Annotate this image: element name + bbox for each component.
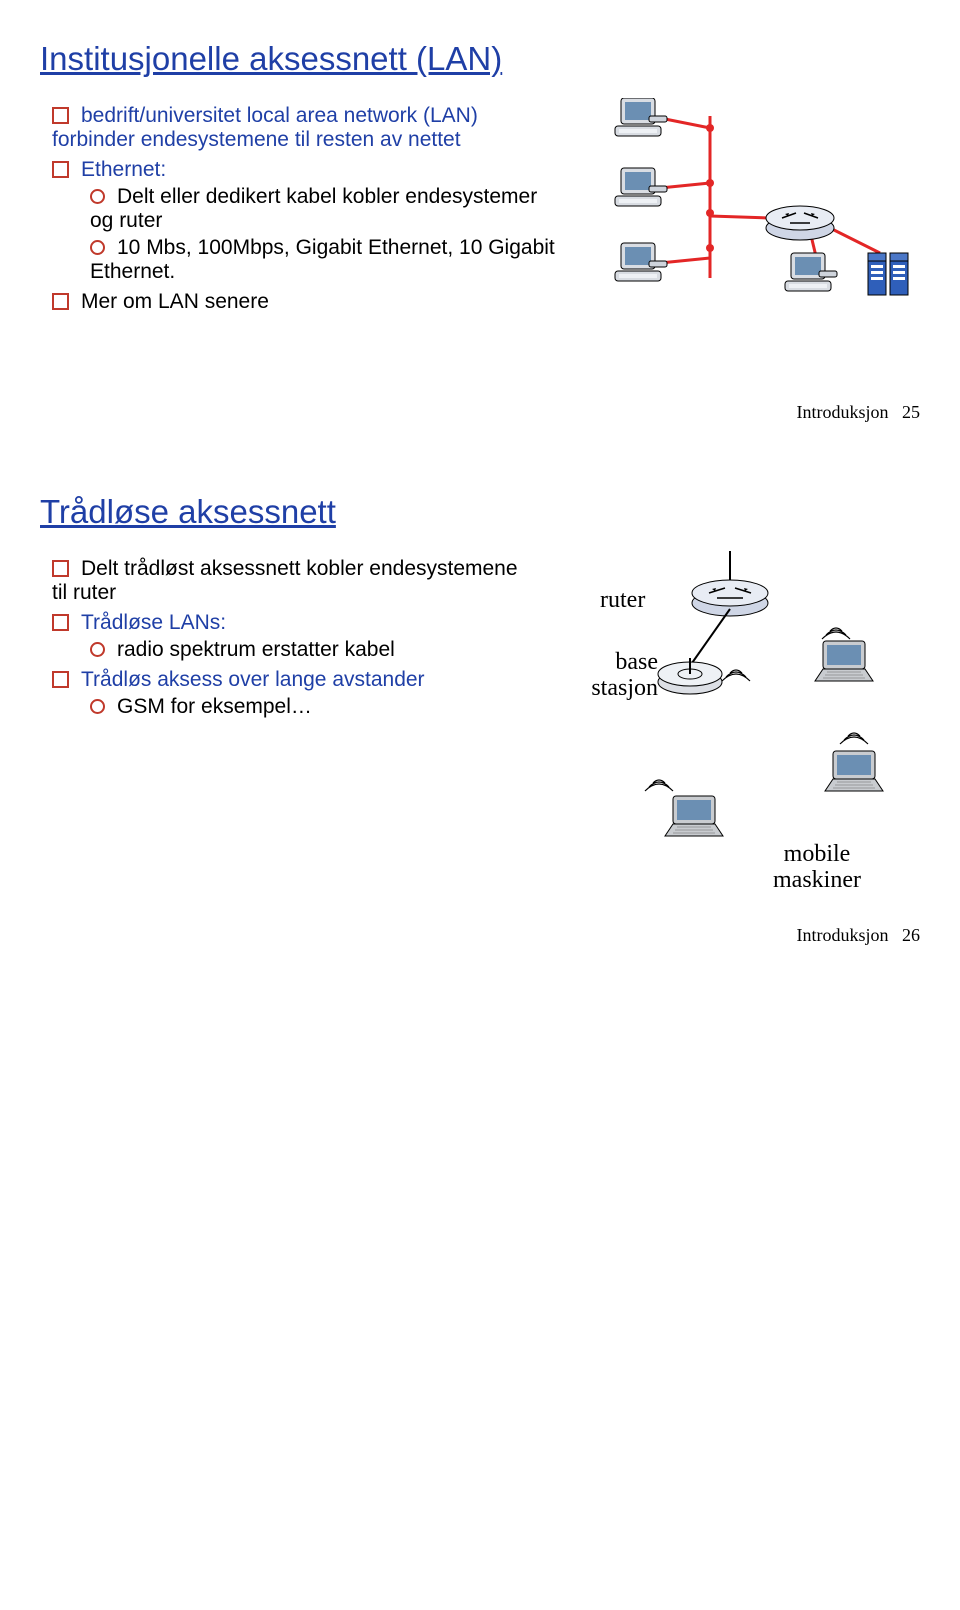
pc-icon [785, 253, 837, 291]
radio-wave-icon [822, 628, 850, 639]
bullet: bedrift/universitet local area network (… [52, 104, 560, 152]
sub-bullet: radio spektrum erstatter kabel [90, 638, 520, 662]
sub-bullet: 10 Mbs, 100Mbps, Gigabit Ethernet, 10 Gi… [90, 236, 560, 284]
slide-1: Institusjonelle aksessnett (LAN) bedrift… [40, 40, 920, 423]
slide-2: Trådløse aksessnett Delt trådløst aksess… [40, 493, 920, 946]
bullet-text: bedrift/universitet local area network (… [52, 104, 478, 151]
sub-bullet: Delt eller dedikert kabel kobler endesys… [90, 185, 560, 233]
slide2-footer: Introduksjon 26 [40, 925, 920, 946]
server-icon [890, 253, 908, 295]
wireless-diagram: ruter base stasjon mobile maskiner [540, 551, 920, 911]
base-station-icon [658, 658, 722, 694]
pc-icon [615, 98, 667, 136]
radio-wave-icon [645, 780, 673, 791]
slide1-text: bedrift/universitet local area network (… [40, 98, 560, 320]
bullet-text: Mer om LAN senere [81, 290, 269, 313]
router-label: ruter [600, 587, 645, 614]
bullet: Ethernet: Delt eller dedikert kabel kobl… [52, 158, 560, 284]
slide1-title: Institusjonelle aksessnett (LAN) [40, 40, 920, 78]
footer-label: Introduksjon [797, 925, 889, 945]
footer-page-number: 25 [902, 402, 920, 422]
sub-bullet: GSM for eksempel… [90, 695, 520, 719]
slide1-footer: Introduksjon 25 [40, 402, 920, 423]
laptop-icon [815, 641, 873, 681]
laptop-icon [825, 751, 883, 791]
footer-page-number: 26 [902, 925, 920, 945]
lan-svg [580, 98, 920, 388]
bullet: Trådløse LANs: radio spektrum erstatter … [52, 611, 520, 662]
bullet: Delt trådløst aksessnett kobler endesyst… [52, 557, 520, 605]
bullet-text: Trådløse LANs: [81, 611, 226, 634]
radio-wave-icon [840, 733, 868, 744]
lan-diagram [580, 98, 920, 388]
base-station-label: base stasjon [552, 649, 658, 702]
router-icon [766, 206, 834, 240]
footer-label: Introduksjon [797, 402, 889, 422]
bullet-text: Delt trådløst aksessnett kobler endesyst… [52, 557, 518, 604]
bullet: Mer om LAN senere [52, 290, 560, 314]
pc-icon [615, 168, 667, 206]
laptop-icon [665, 796, 723, 836]
slide2-text: Delt trådløst aksessnett kobler endesyst… [40, 551, 520, 725]
radio-wave-icon [722, 670, 750, 681]
bullet-text: Trådløs aksess over lange avstander [81, 668, 425, 691]
slide2-title: Trådløse aksessnett [40, 493, 920, 531]
bullet-text: Ethernet: [81, 158, 166, 181]
bullet: Trådløs aksess over lange avstander GSM … [52, 668, 520, 719]
mobile-label: mobile maskiner [752, 841, 882, 894]
server-icon [868, 253, 886, 295]
pc-icon [615, 243, 667, 281]
